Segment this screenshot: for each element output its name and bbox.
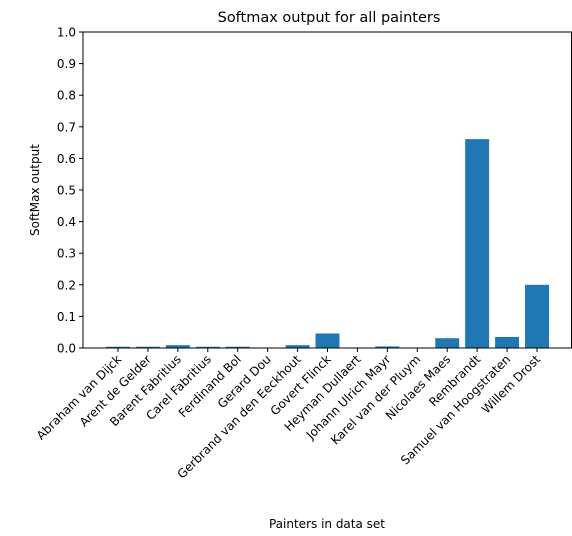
y-tick-label: 0.9 [57,57,76,71]
y-tick-label: 0.1 [57,310,76,324]
y-tick-label: 0.0 [57,342,76,356]
y-tick-label: 0.4 [57,215,76,229]
bar [495,336,520,348]
bar [135,346,160,348]
bar [315,333,340,348]
x-axis-label: Painters in data set [269,517,385,531]
plot-frame [82,31,572,349]
y-tick-label: 0.5 [57,184,76,198]
bar [435,338,460,348]
bar [195,346,220,348]
y-axis-ticks: 0.0 0.1 0.2 0.3 0.4 0.5 0.6 0.7 0.8 0.9 1.0 [57,26,83,356]
y-tick-label: 1.0 [57,26,76,40]
bar [225,346,250,348]
bar [285,345,310,348]
bar [525,284,549,348]
y-tick-label: 0.8 [57,89,76,103]
y-axis-label: SoftMax output [28,144,42,236]
y-tick-label: 0.6 [57,152,76,166]
bar [465,139,490,348]
y-tick-label: 0.2 [57,278,76,292]
bar [106,346,130,348]
bar [165,345,190,348]
y-tick-label: 0.7 [57,120,76,134]
bar [375,346,400,348]
y-tick-label: 0.3 [57,247,76,261]
bars-group [106,139,549,348]
chart-title: Softmax output for all painters [218,10,441,26]
